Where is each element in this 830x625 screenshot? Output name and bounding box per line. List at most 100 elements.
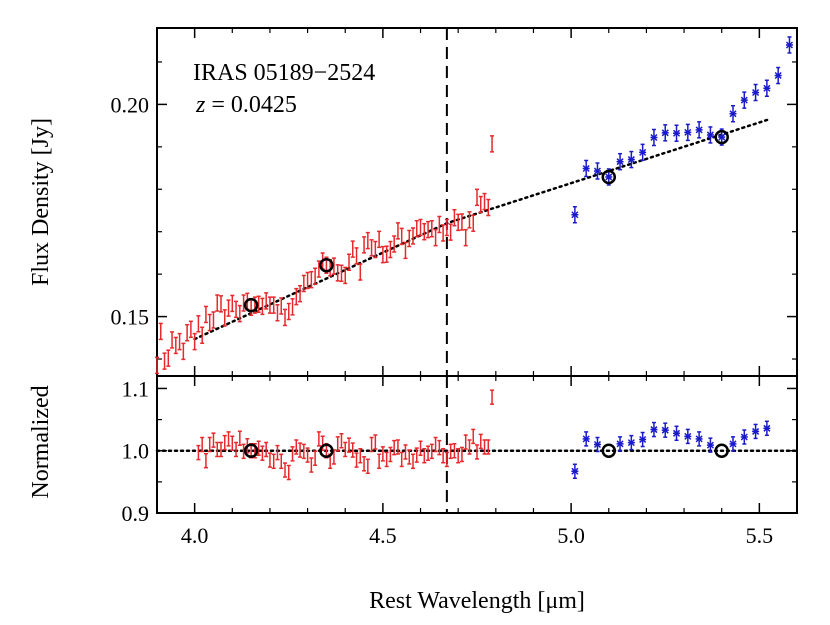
data-point bbox=[264, 292, 269, 310]
data-point bbox=[256, 440, 261, 456]
data-point bbox=[444, 451, 449, 468]
data-point bbox=[290, 446, 295, 462]
data-point bbox=[384, 451, 389, 468]
data-point bbox=[343, 266, 348, 285]
data-point bbox=[456, 447, 461, 464]
anchor-point-circle bbox=[714, 443, 729, 458]
data-point bbox=[226, 431, 231, 447]
data-point bbox=[279, 297, 284, 315]
panel-frame bbox=[156, 375, 798, 514]
data-point bbox=[471, 428, 476, 445]
bottom-y-axis-label: Normalized bbox=[28, 385, 54, 498]
data-point bbox=[286, 302, 291, 321]
data-point bbox=[301, 443, 306, 460]
data-point bbox=[639, 431, 647, 448]
data-point bbox=[226, 299, 231, 317]
data-point bbox=[188, 320, 193, 339]
data-point bbox=[490, 135, 495, 153]
data-point bbox=[271, 296, 276, 314]
data-point bbox=[627, 434, 635, 451]
data-point bbox=[222, 309, 227, 327]
data-point bbox=[426, 220, 431, 239]
data-point bbox=[392, 439, 397, 456]
top-y-axis-label: Flux Density [Jy] bbox=[28, 118, 54, 286]
data-point bbox=[309, 457, 314, 473]
data-point bbox=[365, 458, 370, 475]
data-point bbox=[181, 342, 186, 361]
data-point bbox=[661, 124, 669, 142]
x-tick-label: 4.0 bbox=[181, 523, 209, 548]
data-point bbox=[207, 313, 212, 332]
data-point bbox=[380, 245, 385, 264]
x-tick-label: 4.5 bbox=[369, 523, 397, 548]
data-point bbox=[571, 463, 579, 480]
data-point bbox=[399, 451, 404, 468]
data-point bbox=[785, 36, 794, 54]
data-point bbox=[369, 436, 374, 453]
data-point bbox=[377, 453, 382, 470]
data-point bbox=[354, 452, 359, 468]
data-point bbox=[203, 452, 208, 469]
data-point bbox=[593, 162, 602, 180]
data-point bbox=[267, 452, 272, 468]
data-point bbox=[294, 439, 299, 455]
data-point bbox=[475, 188, 479, 207]
anchor-point-circle bbox=[601, 443, 617, 458]
data-point bbox=[650, 421, 658, 438]
x-axis: 4.0 4.5 5.0 5.5 bbox=[181, 523, 773, 548]
data-point bbox=[162, 352, 167, 370]
data-point bbox=[177, 332, 182, 351]
data-point bbox=[414, 447, 419, 463]
data-point bbox=[616, 436, 624, 452]
data-point bbox=[571, 205, 579, 224]
data-point bbox=[429, 443, 434, 460]
data-point bbox=[452, 208, 457, 227]
data-point bbox=[234, 441, 239, 458]
data-point bbox=[593, 436, 602, 453]
data-point bbox=[605, 168, 613, 186]
data-point bbox=[471, 214, 476, 232]
anchor-point-circle bbox=[319, 257, 334, 273]
anchor-point-circle bbox=[601, 169, 617, 185]
data-point bbox=[388, 240, 393, 259]
data-point bbox=[264, 441, 269, 458]
anchor-point-circle bbox=[319, 443, 334, 458]
data-point bbox=[433, 436, 438, 453]
data-point bbox=[407, 229, 412, 248]
data-point bbox=[729, 104, 737, 123]
data-point bbox=[695, 431, 703, 447]
data-point bbox=[173, 336, 178, 355]
data-point bbox=[422, 447, 427, 464]
data-point bbox=[467, 439, 472, 455]
data-point bbox=[313, 267, 318, 286]
data-point bbox=[283, 462, 287, 478]
data-point bbox=[418, 440, 423, 456]
data-point bbox=[752, 83, 760, 102]
data-point bbox=[260, 297, 265, 316]
data-point bbox=[279, 453, 284, 470]
data-point bbox=[478, 195, 483, 214]
data-point bbox=[309, 270, 314, 289]
x-tick-label: 5.0 bbox=[557, 523, 585, 548]
data-point bbox=[241, 294, 246, 312]
data-point bbox=[490, 389, 495, 405]
data-point bbox=[414, 219, 419, 238]
data-point bbox=[752, 423, 760, 440]
object-name-label: IRAS 05189−2524 bbox=[193, 60, 375, 86]
data-point bbox=[486, 198, 491, 217]
data-point bbox=[192, 332, 197, 351]
data-point bbox=[774, 66, 782, 85]
data-point bbox=[418, 218, 423, 237]
data-point bbox=[403, 241, 408, 260]
flux-density-panel: 0.15 0.20 bbox=[111, 27, 798, 377]
data-point bbox=[582, 431, 590, 447]
data-point bbox=[463, 434, 468, 450]
data-point bbox=[283, 308, 287, 327]
data-point bbox=[403, 444, 408, 460]
data-point bbox=[740, 429, 748, 445]
data-point bbox=[459, 213, 464, 231]
data-point bbox=[365, 231, 370, 250]
data-point bbox=[339, 264, 344, 283]
data-point bbox=[444, 218, 449, 237]
data-point bbox=[211, 311, 216, 329]
